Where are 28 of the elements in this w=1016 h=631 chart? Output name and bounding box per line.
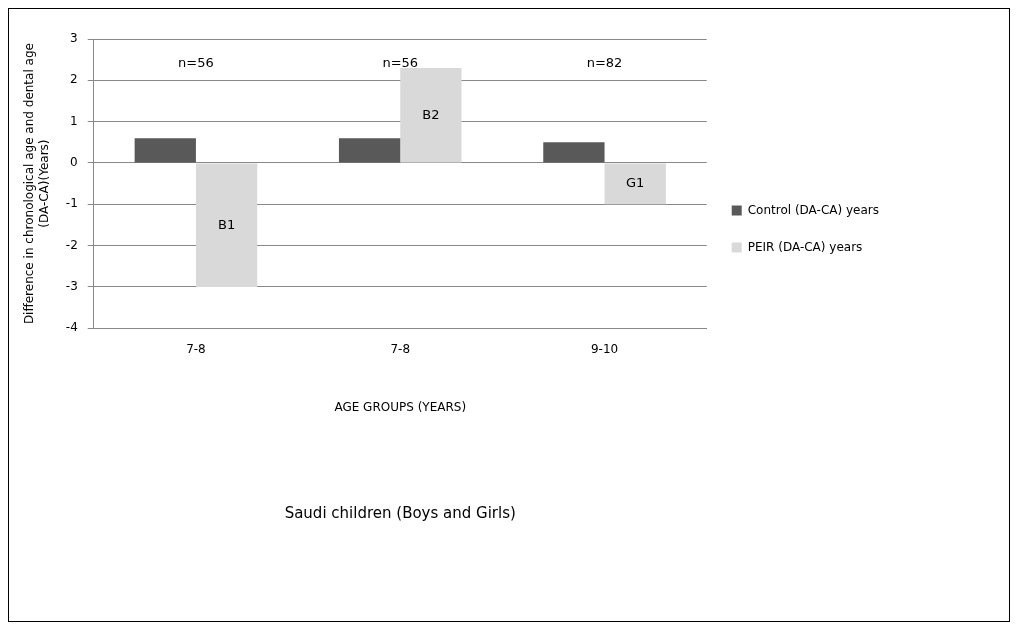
annotation: n=56 bbox=[178, 55, 214, 71]
y-tick-label: -1 bbox=[65, 196, 78, 211]
annotation: n=82 bbox=[586, 55, 623, 71]
x-axis-title: AGE GROUPS (YEARS) bbox=[334, 399, 467, 414]
x-tick-label: 9-10 bbox=[590, 341, 619, 356]
legend-label: PEIR (DA-CA) years bbox=[747, 239, 863, 254]
y-tick-label: 2 bbox=[70, 72, 78, 87]
data-label: B2 bbox=[422, 106, 440, 122]
annotation: n=56 bbox=[382, 55, 419, 71]
bar bbox=[400, 67, 462, 163]
bar bbox=[134, 138, 196, 163]
bar bbox=[543, 142, 605, 163]
y-tick-label: -4 bbox=[65, 320, 78, 335]
y-tick-label: -3 bbox=[65, 279, 78, 294]
y-tick-label: 1 bbox=[70, 113, 78, 128]
data-label: G1 bbox=[626, 175, 645, 191]
bar bbox=[195, 163, 258, 287]
y-tick-label: -2 bbox=[65, 237, 78, 252]
y-tick-label: 3 bbox=[70, 31, 78, 46]
legend-label: Control (DA-CA) years bbox=[747, 202, 880, 217]
text: Saudi children (Boys and Girls) bbox=[284, 503, 516, 522]
x-tick-label: 7-8 bbox=[390, 341, 411, 356]
x-tick-label: 7-8 bbox=[186, 341, 206, 356]
bar bbox=[604, 163, 666, 205]
y-tick-label: 0 bbox=[70, 155, 78, 170]
y-axis-title: Difference in chronological age and dental age (DA-CA)(Years) bbox=[22, 43, 51, 325]
data-label: B1 bbox=[217, 216, 236, 232]
bar bbox=[338, 138, 401, 163]
